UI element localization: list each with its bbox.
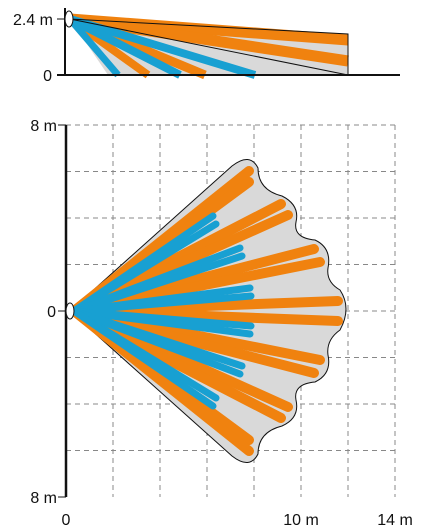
side-blue-beam [68, 15, 182, 79]
side-orange-beam [69, 13, 349, 67]
side-sensor-icon [64, 10, 74, 28]
top-blue-beams [70, 212, 255, 410]
side-blue-beam [68, 15, 257, 79]
top-blue-beam [70, 307, 217, 410]
side-blue-beams [67, 15, 257, 79]
top-blue-beam [70, 252, 246, 315]
top-blue-beam [70, 220, 220, 315]
top-blue-beam [70, 292, 255, 315]
top-y-tick-label-top: 8 m [30, 118, 57, 135]
top-y-tick-label-bottom: 8 m [30, 490, 57, 507]
top-view: 8 m 0 8 m 0 10 m 14 m [30, 118, 412, 529]
top-y-tick-label-mid: 0 [47, 304, 56, 321]
top-sensor-icon [65, 302, 75, 320]
top-x-tick-label-0: 0 [62, 512, 71, 529]
side-orange-beams [67, 13, 349, 80]
top-x-tick-label-14: 14 m [377, 512, 413, 529]
top-coverage-area [69, 159, 347, 463]
side-blue-beam [67, 16, 121, 78]
top-x-tick-label-10: 10 m [283, 512, 319, 529]
side-coverage-outline [69, 18, 349, 76]
top-blue-beam [70, 307, 244, 378]
side-view: 2.4 m 0 [13, 8, 400, 85]
side-y-tick-label-bottom: 0 [43, 68, 52, 85]
top-blue-beam [70, 307, 254, 338]
side-y-tick-label-top: 2.4 m [13, 12, 53, 29]
